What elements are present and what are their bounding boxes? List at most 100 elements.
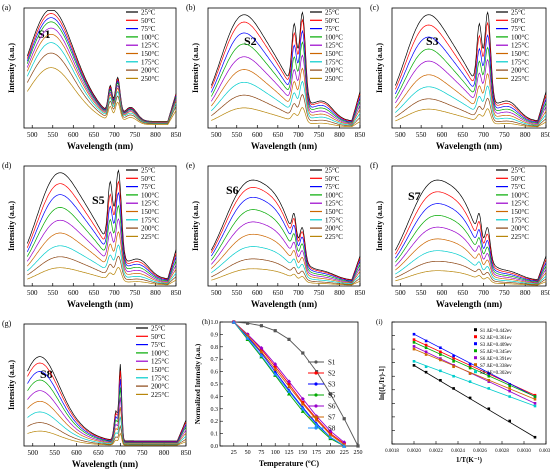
x-tick-label: 200 <box>326 450 335 456</box>
x-tick-label: 550 <box>232 289 243 297</box>
y-tick-label: 1.0 <box>211 320 219 326</box>
spectrum-line <box>26 180 177 280</box>
x-tick-label: 850 <box>181 449 192 457</box>
x-tick-label: 700 <box>293 289 304 297</box>
legend-entry: S7 <box>328 414 336 422</box>
sample-label: S3 <box>426 34 439 48</box>
x-tick-label: 750 <box>130 289 141 297</box>
legend-entry: 225°C <box>511 233 529 241</box>
y-axis-label: Intensity (a.u.) <box>375 201 384 251</box>
x-tick-label: 600 <box>252 289 263 297</box>
x-axis-label: Wavelength (nm) <box>67 141 133 151</box>
legend-entry: S8 ΔE=0.302ev <box>480 371 512 376</box>
y-tick-label: 0.9 <box>211 332 219 338</box>
y-tick-label: 0.5 <box>211 382 219 388</box>
data-point <box>439 378 442 382</box>
spectrum-line <box>27 400 187 444</box>
plot-frame <box>23 7 177 129</box>
legend-marker <box>474 363 477 367</box>
data-point <box>508 384 511 388</box>
panel-letter: (g) <box>2 319 12 328</box>
spectrum-line <box>394 11 547 121</box>
data-point <box>508 419 511 423</box>
data-point <box>424 343 428 347</box>
legend-entry: 225°C <box>151 391 169 399</box>
legend-entry: 225°C <box>511 75 529 83</box>
data-point <box>508 383 511 386</box>
x-tick-label: 650 <box>273 289 284 297</box>
y-axis-label: Normalized Intensity (a.u.) <box>194 343 202 424</box>
legend-entry: 150°C <box>151 366 169 374</box>
data-point <box>439 353 442 356</box>
data-point <box>439 357 442 360</box>
legend-entry: 200°C <box>325 67 343 75</box>
data-point <box>468 362 472 366</box>
spectrum-line <box>27 430 187 446</box>
data-point <box>342 417 346 421</box>
data-point <box>259 353 264 358</box>
x-tick-label: 850 <box>355 289 366 297</box>
legend-entry: 150°C <box>325 208 343 216</box>
legend-entry: 175°C <box>325 216 343 224</box>
x-tick-label: 750 <box>499 289 510 297</box>
x-tick-label: 650 <box>89 131 100 139</box>
x-tick-label: 600 <box>68 289 79 297</box>
legend-entry: S8 <box>328 425 336 433</box>
data-point <box>424 370 428 374</box>
x-tick-label: 0.0032 <box>539 449 550 454</box>
data-point <box>412 364 416 367</box>
legend-entry: S3 <box>328 381 336 389</box>
data-point <box>356 444 360 448</box>
x-tick-label: 850 <box>355 131 366 139</box>
data-point <box>508 389 511 393</box>
data-point <box>300 401 305 406</box>
legend-entry: S3 ΔE=0.409ev <box>480 343 512 348</box>
panel-letter: (e) <box>186 161 195 170</box>
plot-frame <box>391 165 547 287</box>
x-tick-label: 700 <box>478 131 489 139</box>
x-tick-label: 750 <box>137 449 148 457</box>
legend-entry: 150°C <box>511 50 529 58</box>
x-tick-label: 500 <box>395 289 406 297</box>
plot-frame <box>391 7 547 129</box>
panel-letter: (f) <box>370 161 378 170</box>
x-axis-label: Wavelength (nm) <box>67 299 133 309</box>
data-point <box>342 444 347 448</box>
legend-entry: S2 <box>328 370 336 378</box>
legend-entry: 225°C <box>325 233 343 241</box>
legend-entry: 175°C <box>141 216 159 224</box>
x-tick-label: 0.0026 <box>473 449 487 454</box>
spectrum-line <box>395 260 547 285</box>
legend-entry: 50°C <box>141 175 156 183</box>
data-point <box>273 362 278 367</box>
x-axis-label: 1/T(K⁻¹) <box>456 456 483 464</box>
x-tick-label: 650 <box>89 289 100 297</box>
sample-label: S8 <box>40 367 53 381</box>
legend-entry: 250°C <box>141 75 159 83</box>
data-point <box>412 338 416 341</box>
spectrum-line <box>211 221 361 283</box>
plot-frame <box>391 321 547 445</box>
data-point <box>259 346 264 351</box>
data-point <box>300 396 305 401</box>
data-point <box>412 347 416 351</box>
x-tick-label: 0.0024 <box>451 449 465 454</box>
data-point <box>287 379 291 384</box>
data-point <box>412 345 416 348</box>
legend-entry: 150°C <box>325 50 343 58</box>
x-tick-label: 500 <box>395 131 406 139</box>
panel-arrhenius: (i) 0.0018 0.0020 0.0022 0.0024 0.0026 0.0028 0… <box>376 318 550 464</box>
data-point <box>468 396 472 400</box>
x-tick-label: 600 <box>437 289 448 297</box>
legend-entry: 200°C <box>141 67 159 75</box>
spectrum-line <box>210 41 361 123</box>
spectrum-line <box>210 18 361 122</box>
spectrum-line <box>26 42 177 124</box>
x-tick-label: 850 <box>541 131 550 139</box>
legend-entry: S6 <box>328 403 336 411</box>
data-point <box>487 387 491 390</box>
spectrum-line <box>394 179 547 281</box>
data-point <box>246 321 250 325</box>
x-tick-label: 550 <box>416 289 427 297</box>
